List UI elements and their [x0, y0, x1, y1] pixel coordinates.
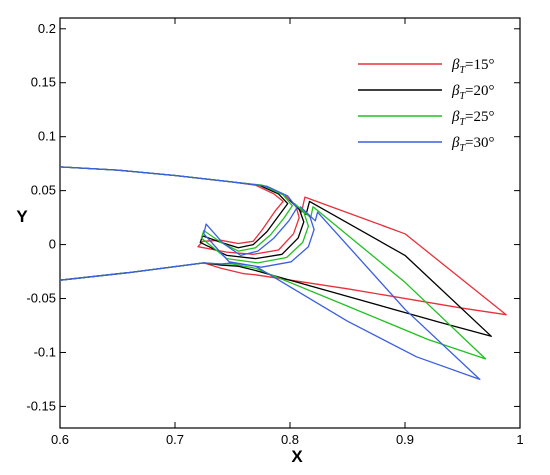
y-tick-label: -0.15	[26, 398, 56, 413]
y-tick-label: 0.15	[31, 75, 56, 90]
series-line-4	[59, 166, 481, 381]
series-line-1	[59, 166, 507, 316]
x-tick-label: 0.7	[166, 432, 184, 447]
y-tick-label: 0.1	[38, 129, 56, 144]
y-tick-label: 0	[49, 237, 56, 252]
legend-label-1: βT=15°	[451, 57, 495, 76]
legend-label-3: βT=25°	[451, 109, 495, 128]
x-tick-label: 0.8	[281, 432, 299, 447]
y-tick-label: -0.1	[34, 344, 56, 359]
x-axis-title: X	[291, 447, 303, 466]
legend-label-4: βT=30°	[451, 135, 495, 154]
y-tick-label: 0.05	[31, 183, 56, 198]
series-line-3	[59, 166, 487, 360]
series-line-2	[59, 166, 492, 337]
legend-label-2: βT=20°	[451, 83, 495, 102]
series-layer	[59, 166, 507, 381]
y-tick-label: 0.2	[38, 21, 56, 36]
x-tick-label: 0.6	[51, 432, 69, 447]
x-tick-label: 0.9	[396, 432, 414, 447]
axis-ticks: 0.6 0.7 0.8 0.9 1 -0.15 -0.1 -0.05 0 0.05 0.1 0.15 0…	[26, 18, 524, 447]
x-tick-label: 1	[516, 432, 523, 447]
plot-frame	[59, 17, 521, 429]
y-tick-label: -0.05	[26, 291, 56, 306]
y-axis-title: Y	[16, 207, 28, 226]
legend: βT=15° βT=20° βT=25° βT=30°	[358, 57, 495, 154]
